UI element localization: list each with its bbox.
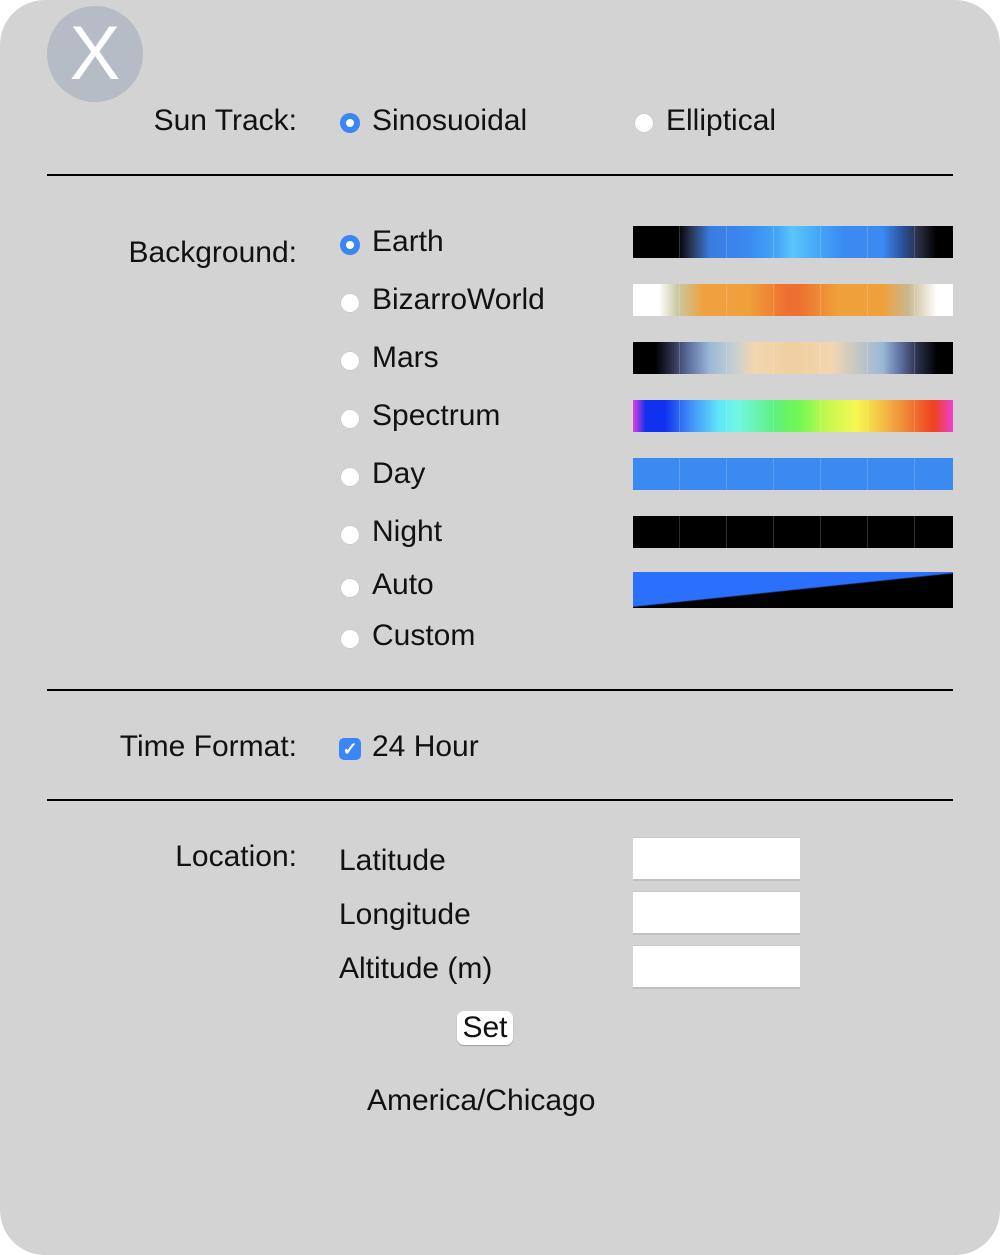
divider xyxy=(47,799,953,801)
divider xyxy=(47,689,953,691)
radio-elliptical-label: Elliptical xyxy=(666,104,777,137)
earth-preview xyxy=(633,226,953,258)
radio-spectrum-label: Spectrum xyxy=(372,399,501,432)
radio-auto-label: Auto xyxy=(372,568,434,601)
radio-earth[interactable] xyxy=(340,235,360,255)
latitude-input[interactable] xyxy=(633,837,800,881)
radio-bizarroworld[interactable] xyxy=(340,293,360,313)
timezone-text: America/Chicago xyxy=(367,1084,596,1117)
radio-mars-label: Mars xyxy=(372,341,439,374)
radio-custom-label: Custom xyxy=(372,619,476,652)
radio-spectrum[interactable] xyxy=(340,409,360,429)
mars-preview xyxy=(633,342,953,374)
radio-earth-label: Earth xyxy=(372,225,444,258)
radio-elliptical[interactable] xyxy=(634,113,654,133)
radio-sinusoidal[interactable] xyxy=(340,113,360,133)
location-label: Location: xyxy=(175,840,297,873)
set-button[interactable]: Set xyxy=(457,1011,513,1045)
altitude-input[interactable] xyxy=(633,945,800,989)
radio-bizarroworld-label: BizarroWorld xyxy=(372,283,545,316)
radio-night[interactable] xyxy=(340,525,360,545)
24-hour-checkbox[interactable]: ✓ xyxy=(339,738,361,760)
longitude-label: Longitude xyxy=(339,898,471,931)
radio-day-label: Day xyxy=(372,457,426,490)
radio-custom[interactable] xyxy=(340,629,360,649)
radio-auto[interactable] xyxy=(340,578,360,598)
sun-track-label: Sun Track: xyxy=(153,104,297,137)
spectrum-preview xyxy=(633,400,953,432)
background-label: Background: xyxy=(128,236,297,269)
radio-mars[interactable] xyxy=(340,351,360,371)
day-preview xyxy=(633,458,953,490)
bizarroworld-preview xyxy=(633,284,953,316)
radio-sinusoidal-label: Sinosuoidal xyxy=(372,104,528,137)
time-format-label: Time Format: xyxy=(119,730,297,763)
altitude-label: Altitude (m) xyxy=(339,952,493,985)
longitude-input[interactable] xyxy=(633,891,800,935)
24-hour-label: 24 Hour xyxy=(372,730,479,763)
auto-preview xyxy=(633,572,953,608)
radio-night-label: Night xyxy=(372,515,443,548)
divider xyxy=(47,174,953,176)
latitude-label: Latitude xyxy=(339,844,446,877)
close-button[interactable]: X xyxy=(47,6,143,102)
night-preview xyxy=(633,516,953,548)
radio-day[interactable] xyxy=(340,467,360,487)
